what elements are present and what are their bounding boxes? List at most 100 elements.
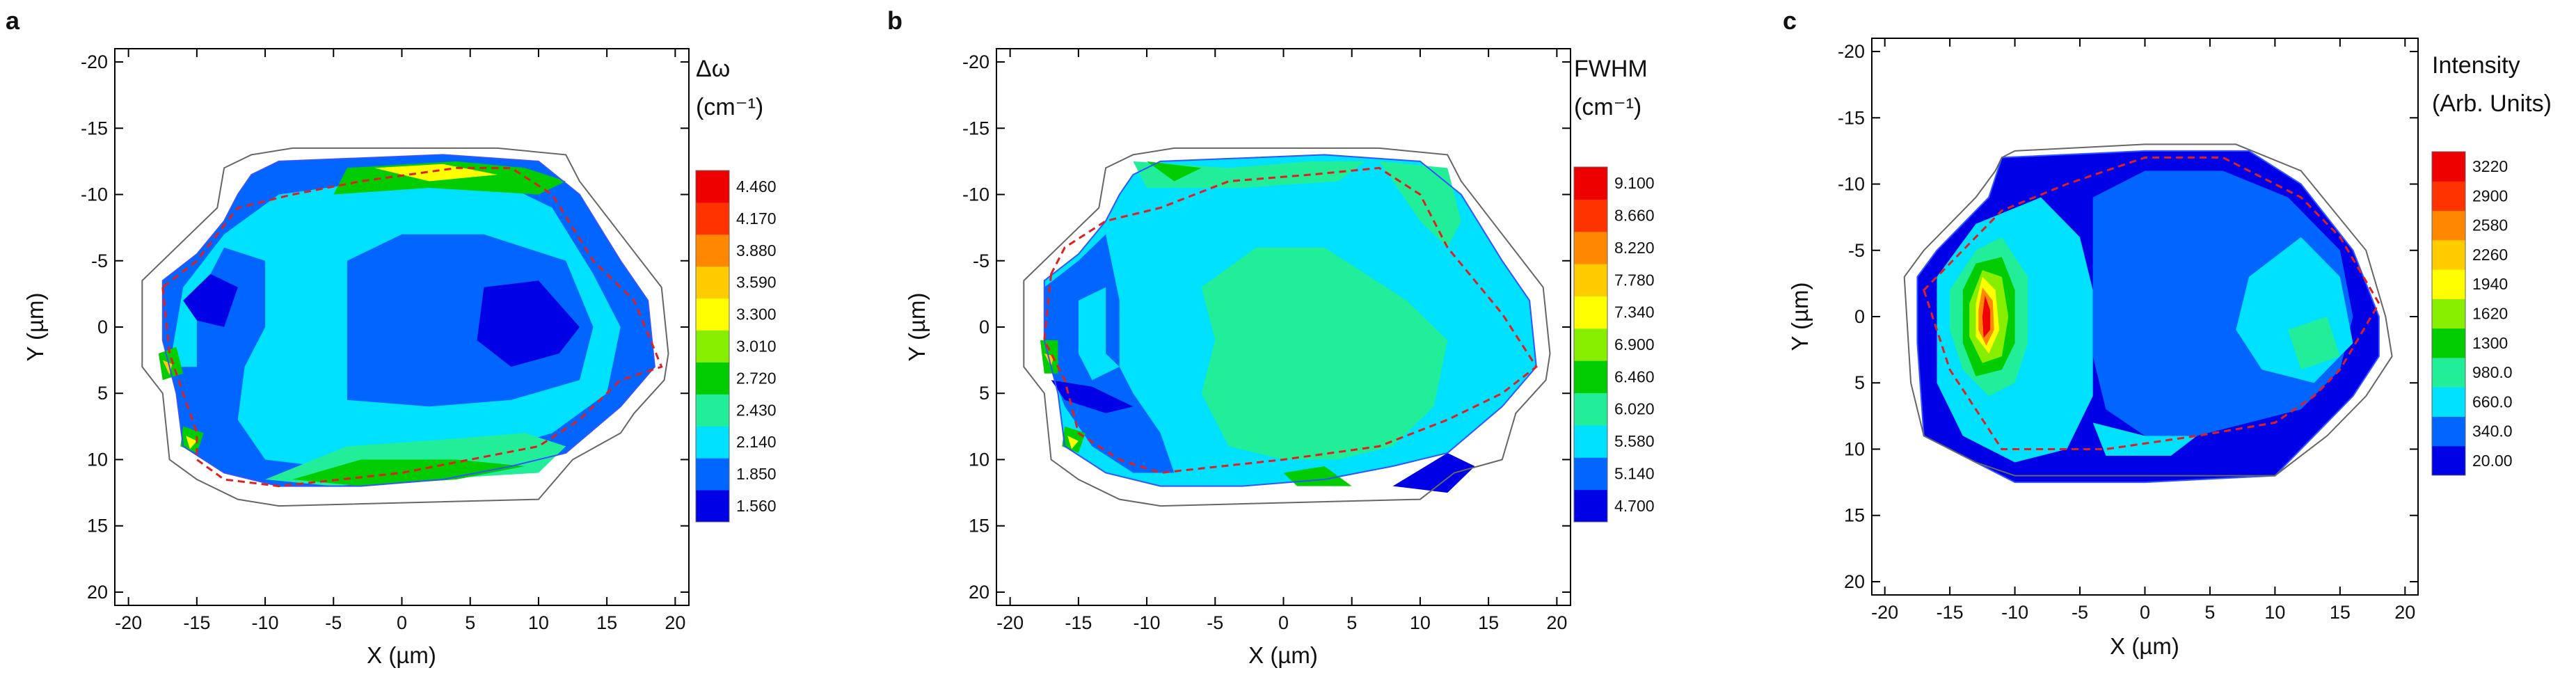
x-tick-label-c-1: -15: [1937, 602, 1964, 623]
colorbar-swatch-a-9: [696, 202, 729, 235]
x-tick-label-b-8: 20: [1546, 612, 1567, 633]
colorbar-tick-label-c-9: 2900: [2472, 186, 2508, 205]
colorbar-tick-label-a-0: 1.560: [736, 497, 777, 515]
colorbar-tick-label-c-4: 1300: [2472, 334, 2508, 352]
colorbar-tick-label-c-1: 340.0: [2472, 422, 2513, 440]
y-tick-label-c-7: 15: [1844, 505, 1865, 526]
y-tick-label-b-3: -5: [973, 250, 989, 271]
panel-letter-b: b: [887, 6, 903, 35]
x-tick-label-a-0: -20: [115, 612, 142, 633]
y-tick-label-b-2: -10: [962, 184, 989, 205]
colorbar-tick-label-c-7: 2260: [2472, 246, 2508, 264]
colorbar-frame-b: [1573, 166, 1608, 523]
colorbar-swatch-c-2: [2432, 387, 2465, 417]
colorbar-swatch-c-10: [2432, 152, 2465, 182]
colorbar-tick-label-c-6: 1940: [2472, 275, 2508, 293]
contour-region-b-7: [1147, 161, 1202, 182]
contour-region-b-10: [1392, 453, 1475, 493]
colorbar-frame-c: [2431, 151, 2466, 476]
colorbar-tick-label-b-0: 4.700: [1614, 497, 1655, 515]
x-tick-label-c-6: 10: [2264, 602, 2285, 623]
colorbar-tick-label-b-5: 6.900: [1614, 335, 1655, 353]
panel-a: a -20 -15 -10 -5 0 5 10 15 20 -20 -15 -10 -5 0 5 10 15 20…: [6, 6, 777, 668]
y-tick-label-a-2: -10: [81, 184, 108, 205]
x-tick-label-a-8: 20: [665, 612, 685, 633]
colorbar-swatch-a-6: [696, 298, 729, 331]
axis-ticks-c: -20 -15 -10 -5 0 5 10 15 20 -20 -15 -10 -5 0 5 10 15 20: [1838, 38, 2418, 623]
y-tick-label-b-4: 0: [979, 317, 989, 337]
contour-region-a-4: [183, 273, 238, 327]
contour-region-a-6: [374, 164, 498, 182]
colorbar-swatch-b-8: [1574, 231, 1607, 264]
contour-region-c-11: [1982, 295, 1991, 338]
colorbar-swatch-b-9: [1574, 199, 1607, 232]
colorbar-tick-label-b-1: 5.140: [1614, 465, 1655, 483]
y-tick-label-a-0: -20: [81, 51, 108, 72]
contour-regions-a: [158, 154, 655, 486]
x-axis-title-b: X (µm): [1248, 642, 1318, 668]
colorbar-swatch-c-8: [2432, 210, 2465, 241]
y-tick-label-a-3: -5: [91, 250, 108, 271]
y-tick-label-c-8: 20: [1844, 571, 1865, 592]
y-tick-label-b-6: 10: [969, 449, 989, 470]
colorbar-tick-label-a-4: 2.720: [736, 369, 777, 387]
x-tick-label-c-5: 5: [2204, 602, 2215, 623]
contour-region-a-10: [162, 360, 173, 375]
y-tick-label-c-3: -5: [1848, 240, 1865, 261]
colorbar-swatch-b-10: [1574, 167, 1607, 200]
colorbar-swatch-b-2: [1574, 424, 1607, 458]
colorbar-tick-label-c-8: 2580: [2472, 216, 2508, 234]
contour-region-a-9: [158, 347, 184, 381]
y-tick-label-a-1: -15: [81, 118, 108, 138]
colorbar-tick-label-c-0: 20.00: [2472, 452, 2513, 470]
colorbar-tick-label-a-5: 3.010: [736, 337, 777, 356]
colorbar-tick-label-b-7: 7.780: [1614, 271, 1655, 289]
colorbar-tick-label-b-9: 8.660: [1614, 207, 1655, 225]
colorbar-title-a-line2: (cm⁻¹): [696, 94, 763, 120]
colorbar-tick-label-c-3: 980.0: [2472, 363, 2513, 381]
y-tick-label-a-7: 15: [87, 516, 108, 536]
x-tick-label-b-7: 15: [1478, 612, 1499, 633]
colorbar-frame-a: [695, 170, 730, 523]
colorbar-swatch-a-0: [696, 490, 729, 523]
panel-c: c -20 -15 -10 -5 0 5 10 15 20 -20 -15 -10 -5 0 5 10 15 20…: [1783, 6, 2552, 659]
y-tick-label-c-4: 0: [1854, 306, 1865, 327]
x-tick-label-b-5: 5: [1346, 612, 1357, 633]
y-axis-title-a: Y (µm): [22, 292, 48, 361]
contour-region-b-5: [1201, 247, 1448, 460]
contour-region-b-14: [1067, 436, 1079, 450]
y-tick-label-a-4: 0: [97, 317, 108, 337]
colorbar-swatch-b-5: [1574, 328, 1607, 361]
colorbar-title-c-line1: Intensity: [2432, 52, 2520, 79]
y-tick-label-a-6: 10: [87, 449, 108, 470]
y-tick-label-c-1: -15: [1838, 107, 1865, 128]
colorbar-tick-label-b-2: 5.580: [1614, 432, 1655, 450]
contour-region-a-3: [477, 280, 580, 367]
dashed-boundary-b: [1043, 166, 1538, 475]
colorbar-swatch-a-10: [696, 170, 729, 203]
colorbar-swatch-c-4: [2432, 328, 2465, 358]
colorbar-tick-label-c-2: 660.0: [2472, 392, 2513, 411]
axis-ticks-b: -20 -15 -10 -5 0 5 10 15 20 -20 -15 -10 -5 0 5 10 15 20: [962, 49, 1571, 633]
colorbar-swatch-a-2: [696, 426, 729, 459]
colorbar-swatch-a-3: [696, 394, 729, 427]
colorbar-swatch-b-6: [1574, 296, 1607, 329]
x-tick-label-b-0: -20: [996, 612, 1024, 633]
colorbar-swatch-b-4: [1574, 360, 1607, 394]
x-axis-title-c: X (µm): [2110, 633, 2179, 659]
colorbar-tick-label-c-5: 1620: [2472, 305, 2508, 323]
x-tick-label-b-4: 0: [1278, 612, 1289, 633]
sample-outline-b: [1023, 147, 1551, 507]
y-tick-label-c-2: -10: [1838, 174, 1865, 195]
colorbar-b: FWHM (cm⁻¹) 4.700 5.140 5.580 6.020 6.460 6.9…: [1573, 56, 1655, 523]
colorbar-swatch-c-6: [2432, 269, 2465, 299]
contour-region-b-2: [1078, 287, 1120, 381]
colorbar-swatch-c-0: [2432, 445, 2465, 476]
x-tick-label-a-6: 10: [528, 612, 549, 633]
y-tick-label-b-7: 15: [969, 516, 989, 536]
colorbar-title-a-line1: Δω: [696, 56, 730, 82]
colorbar-swatch-a-4: [696, 362, 729, 395]
outer-outline-c: [1903, 143, 2393, 477]
colorbar-tick-label-b-8: 8.220: [1614, 239, 1655, 257]
y-tick-label-b-1: -15: [962, 118, 989, 138]
